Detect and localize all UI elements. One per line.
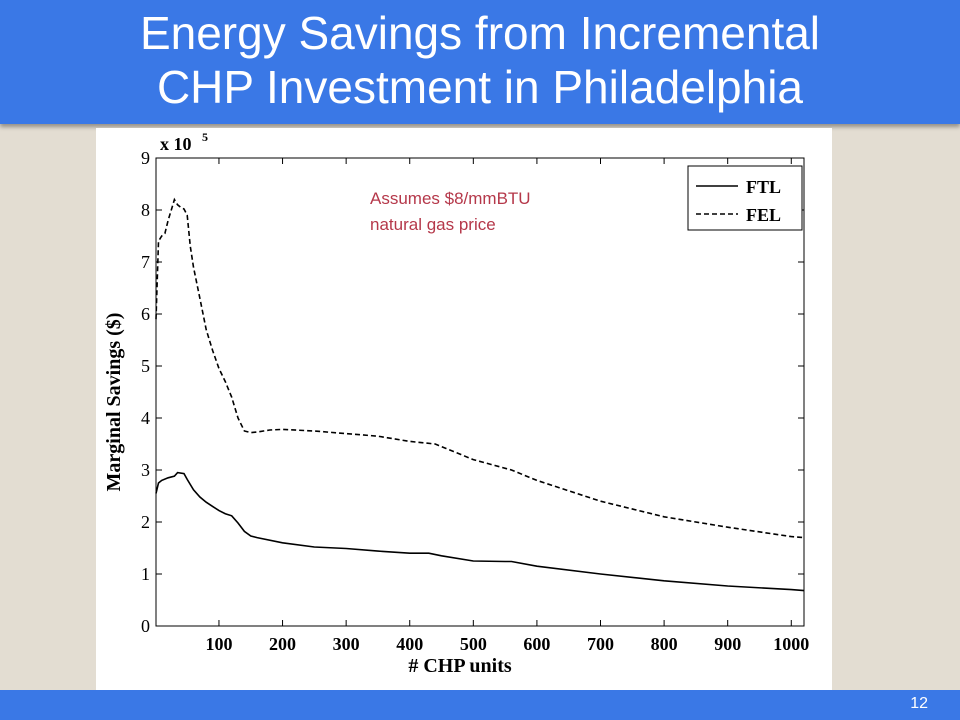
y-tick-label: 2 xyxy=(141,512,150,532)
annotation-line: Assumes $8/mmBTU xyxy=(370,189,531,208)
x-tick-label: 700 xyxy=(587,634,614,654)
y-tick-label: 5 xyxy=(141,356,150,376)
x-tick-label: 600 xyxy=(523,634,550,654)
x-tick-label: 200 xyxy=(269,634,296,654)
x-axis-label: # CHP units xyxy=(408,655,512,677)
x-tick-label: 400 xyxy=(396,634,423,654)
legend-label-fel: FEL xyxy=(746,205,781,225)
x-tick-label: 1000 xyxy=(773,634,809,654)
footer-bar: 12 xyxy=(0,690,960,720)
y-tick-label: 9 xyxy=(141,148,150,168)
slide-title-line2: CHP Investment in Philadelphia xyxy=(156,61,804,113)
y-tick-label: 3 xyxy=(141,460,150,480)
y-axis-label: Marginal Savings ($) xyxy=(103,313,125,492)
y-tick-label: 0 xyxy=(141,616,150,636)
legend-box xyxy=(687,165,803,231)
y-tick-label: 1 xyxy=(141,564,150,584)
slide-title-line1: Energy Savings from Incremental xyxy=(139,7,821,59)
annotation-line: natural gas price xyxy=(370,215,496,234)
line-chart: 0 1 2 3 4 5 6 7 8 9 100 200 300 400 500 600 700 800 900 100… xyxy=(103,130,809,677)
y-multiplier-exponent: 5 xyxy=(202,130,208,144)
legend-label-ftl: FTL xyxy=(746,177,781,197)
chart-panel: 0 1 2 3 4 5 6 7 8 9 100 200 300 400 500 600 700 800 900 100… xyxy=(96,128,832,690)
y-tick-label: 4 xyxy=(141,408,150,428)
slide-title: Energy Savings from Incremental CHP Inve… xyxy=(0,6,960,114)
x-tick-label: 800 xyxy=(651,634,678,654)
page-number: 12 xyxy=(910,695,928,712)
y-tick-label: 7 xyxy=(141,252,150,272)
title-bar: Energy Savings from Incremental CHP Inve… xyxy=(0,0,960,124)
y-tick-label: 6 xyxy=(141,304,150,324)
x-tick-label: 900 xyxy=(714,634,741,654)
x-tick-label: 100 xyxy=(205,634,232,654)
series-line-ftl xyxy=(155,471,805,592)
y-tick-label: 8 xyxy=(141,200,150,220)
series-line-fel xyxy=(155,197,805,539)
y-multiplier-label: x 10 xyxy=(160,134,192,154)
x-tick-label: 500 xyxy=(460,634,487,654)
plot-frame xyxy=(155,157,805,627)
x-tick-label: 300 xyxy=(333,634,360,654)
